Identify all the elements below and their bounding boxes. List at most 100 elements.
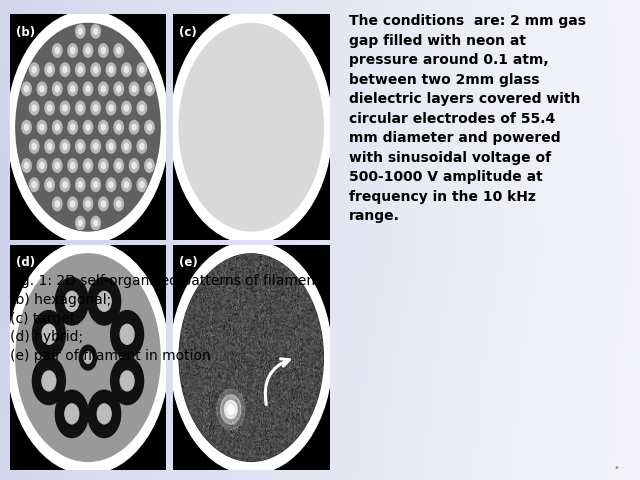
Circle shape [55, 277, 88, 325]
Circle shape [63, 67, 67, 72]
Circle shape [97, 404, 111, 424]
Ellipse shape [7, 11, 169, 243]
Circle shape [78, 67, 83, 72]
Circle shape [124, 182, 129, 188]
Circle shape [145, 120, 154, 134]
Circle shape [122, 178, 131, 192]
Circle shape [84, 352, 92, 363]
Circle shape [83, 197, 93, 211]
Circle shape [91, 63, 100, 76]
Circle shape [29, 63, 39, 76]
FancyArrowPatch shape [265, 359, 289, 405]
Circle shape [227, 405, 234, 414]
Circle shape [225, 400, 237, 419]
Circle shape [93, 28, 98, 35]
Circle shape [140, 182, 144, 188]
Circle shape [68, 82, 77, 96]
Circle shape [55, 86, 60, 92]
Circle shape [32, 105, 36, 111]
Circle shape [40, 86, 44, 92]
Circle shape [93, 220, 98, 226]
Circle shape [78, 144, 83, 149]
Circle shape [221, 395, 241, 424]
Circle shape [137, 101, 147, 115]
Circle shape [106, 178, 116, 192]
Circle shape [114, 197, 124, 211]
Ellipse shape [233, 101, 269, 153]
Circle shape [140, 105, 144, 111]
Circle shape [122, 140, 131, 153]
Circle shape [129, 82, 139, 96]
Circle shape [99, 120, 108, 134]
Text: Fig. 1: 2D self-organized patterns of filaments
(b) hexagonal;
(c) target;
(d) h: Fig. 1: 2D self-organized patterns of fi… [10, 274, 327, 363]
Circle shape [99, 197, 108, 211]
Circle shape [109, 144, 113, 149]
Ellipse shape [206, 62, 296, 192]
Ellipse shape [179, 254, 323, 461]
Circle shape [86, 48, 90, 54]
Circle shape [114, 159, 124, 172]
Circle shape [65, 291, 79, 311]
Circle shape [101, 163, 106, 168]
Ellipse shape [197, 49, 305, 205]
Circle shape [217, 389, 245, 430]
Circle shape [55, 163, 60, 168]
Circle shape [83, 82, 93, 96]
Circle shape [93, 67, 98, 72]
Circle shape [76, 140, 85, 153]
Circle shape [91, 216, 100, 230]
Circle shape [137, 63, 147, 76]
Circle shape [116, 86, 121, 92]
Circle shape [101, 201, 106, 207]
Circle shape [29, 140, 39, 153]
Circle shape [83, 120, 93, 134]
Circle shape [70, 48, 75, 54]
Circle shape [37, 82, 47, 96]
Ellipse shape [16, 254, 160, 461]
Circle shape [132, 124, 136, 130]
Circle shape [86, 124, 90, 130]
Circle shape [109, 105, 113, 111]
Circle shape [29, 101, 39, 115]
Circle shape [63, 182, 67, 188]
Circle shape [29, 178, 39, 192]
Circle shape [63, 144, 67, 149]
Circle shape [137, 178, 147, 192]
Circle shape [33, 357, 65, 405]
Circle shape [111, 357, 143, 405]
Circle shape [37, 159, 47, 172]
Circle shape [24, 163, 29, 168]
Ellipse shape [215, 75, 287, 179]
Ellipse shape [242, 114, 260, 140]
Circle shape [55, 390, 88, 438]
Circle shape [68, 159, 77, 172]
Circle shape [52, 44, 62, 57]
Ellipse shape [7, 241, 169, 474]
Circle shape [68, 197, 77, 211]
Circle shape [86, 163, 90, 168]
Circle shape [47, 182, 52, 188]
Circle shape [52, 82, 62, 96]
Circle shape [109, 67, 113, 72]
Circle shape [76, 216, 85, 230]
Circle shape [114, 44, 124, 57]
Circle shape [45, 178, 54, 192]
Circle shape [76, 178, 85, 192]
Circle shape [97, 291, 111, 311]
Circle shape [93, 105, 98, 111]
Circle shape [109, 182, 113, 188]
Circle shape [101, 48, 106, 54]
Circle shape [52, 197, 62, 211]
Circle shape [88, 277, 121, 325]
Circle shape [116, 163, 121, 168]
Circle shape [132, 163, 136, 168]
Circle shape [83, 159, 93, 172]
Circle shape [60, 101, 70, 115]
Circle shape [145, 159, 154, 172]
Circle shape [32, 67, 36, 72]
Circle shape [63, 105, 67, 111]
Text: (c): (c) [179, 26, 197, 39]
Text: (d): (d) [16, 256, 35, 269]
Circle shape [120, 324, 134, 344]
Circle shape [99, 159, 108, 172]
